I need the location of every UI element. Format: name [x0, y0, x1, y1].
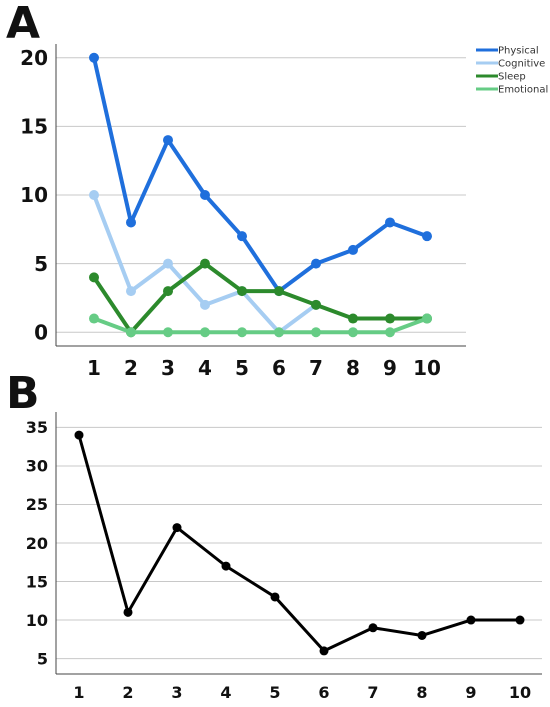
charta-point-cognitive	[200, 299, 210, 310]
chartb-ytick-label: 5	[37, 649, 48, 668]
charta-point-physical	[163, 135, 173, 146]
chartb-line-series	[77, 433, 522, 653]
charta-ytick-label: 10	[20, 183, 48, 207]
charta-point-physical	[237, 231, 247, 242]
chartb-xtick-label: 9	[465, 683, 476, 702]
chartb-ytick-label: 10	[26, 611, 48, 630]
chartb-xtick-label: 2	[122, 683, 133, 702]
chartb-ytick-label: 35	[26, 418, 48, 437]
charta-point-emotional	[126, 327, 136, 338]
chartb-ytick-label: 15	[26, 572, 48, 591]
chartb-xtick-label: 7	[367, 683, 378, 702]
charta-point-emotional	[422, 313, 432, 324]
chartb-point-series	[466, 615, 476, 625]
charta-xtick-label: 9	[383, 356, 397, 380]
chartb-xtick-label: 1	[73, 683, 84, 702]
charta-point-physical	[348, 244, 358, 255]
charta-point-emotional	[274, 327, 284, 338]
chartb-xtick-label: 5	[269, 683, 280, 702]
chartb-point-series	[368, 623, 378, 633]
charta-legend-label-sleep: Sleep	[498, 72, 526, 83]
chartb-xtick-label: 4	[220, 683, 231, 702]
charta-xtick-label: 1	[87, 356, 101, 380]
panel-label-b: B	[6, 368, 40, 419]
chartb-point-series	[172, 523, 182, 533]
chartb-xtick-label: 8	[416, 683, 427, 702]
charta-point-sleep	[348, 313, 358, 324]
charta-point-emotional	[237, 327, 247, 338]
charta-point-physical	[422, 231, 432, 242]
charta-point-cognitive	[163, 258, 173, 269]
charta-xtick-label: 10	[413, 356, 441, 380]
charta-ytick-label: 15	[20, 115, 48, 139]
charta-legend-label-emotional: Emotional	[498, 85, 548, 96]
charta-point-sleep	[385, 313, 395, 324]
charta-point-emotional	[200, 327, 210, 338]
chartb-point-series	[123, 607, 133, 617]
chartb-ytick-label: 20	[26, 534, 48, 553]
chartb-ytick-label: 25	[26, 495, 48, 514]
charta-point-sleep	[89, 272, 99, 283]
charta-point-emotional	[385, 327, 395, 338]
charta-point-physical	[385, 217, 395, 228]
charta-point-sleep	[311, 299, 321, 310]
chartb-xtick-label: 6	[318, 683, 329, 702]
chartb-point-series	[221, 561, 231, 571]
charta-legend-label-physical: Physical	[498, 46, 539, 57]
charta-ytick-label: 0	[34, 320, 48, 344]
charta-point-physical	[311, 258, 321, 269]
charta-xtick-label: 8	[346, 356, 360, 380]
charta-point-cognitive	[126, 286, 136, 297]
charta-point-physical	[200, 190, 210, 200]
charta-point-cognitive	[89, 190, 99, 200]
charta-line-physical	[92, 55, 429, 294]
chartb-ytick-label: 30	[26, 457, 48, 476]
charta-point-emotional	[163, 327, 173, 338]
chartb-point-series	[417, 630, 427, 640]
charta-line-emotional	[92, 316, 429, 335]
chartb-point-series	[319, 646, 329, 656]
chartb-point-series	[270, 592, 280, 602]
chartb-xtick-label: 10	[509, 683, 531, 702]
charta-point-physical	[126, 217, 136, 228]
charta-point-sleep	[163, 286, 173, 297]
charta-xtick-label: 2	[124, 356, 138, 380]
charta-point-emotional	[348, 327, 358, 338]
charta-xtick-label: 3	[161, 356, 175, 380]
charta-legend-label-cognitive: Cognitive	[498, 59, 545, 70]
charta-ytick-label: 5	[34, 252, 48, 276]
charta-xtick-label: 4	[198, 356, 212, 380]
charta-xtick-label: 6	[272, 356, 286, 380]
charta-xtick-label: 7	[309, 356, 323, 380]
charta-point-emotional	[89, 313, 99, 324]
charta-point-physical	[89, 52, 99, 63]
charta-line-sleep	[92, 261, 429, 335]
chartb-point-series	[74, 430, 84, 440]
charta-point-sleep	[237, 286, 247, 297]
charta-point-sleep	[200, 258, 210, 269]
chartb-point-series	[515, 615, 525, 625]
panel-label-a: A	[6, 0, 41, 49]
charta-ytick-label: 20	[20, 46, 48, 70]
charta-point-emotional	[311, 327, 321, 338]
charta-xtick-label: 5	[235, 356, 249, 380]
chartb-xtick-label: 3	[171, 683, 182, 702]
charta-point-sleep	[274, 286, 284, 297]
